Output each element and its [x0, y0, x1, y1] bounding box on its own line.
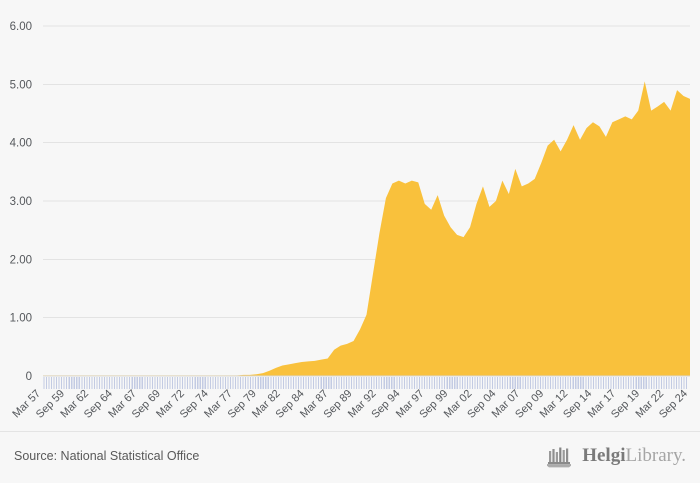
- chart-footer: Source: National Statistical Office Helg…: [0, 431, 700, 483]
- y-tick-label: 5.00: [10, 79, 32, 91]
- logo-wordmark: HelgiLibrary.: [582, 445, 686, 467]
- library-building-icon: [547, 447, 572, 468]
- y-tick-label: 4.00: [10, 138, 32, 150]
- y-tick-label: 1.00: [10, 313, 32, 325]
- area-series: [43, 81, 690, 377]
- source-label: Source: National Statistical Office: [14, 449, 200, 463]
- logo-helgi-text: Helgi: [582, 445, 626, 466]
- area-fill: [43, 81, 690, 377]
- y-axis-labels: 0 1.00 2.00 3.00 4.00 5.00 6.00: [10, 21, 32, 383]
- y-tick-label: 2.00: [10, 254, 32, 266]
- y-tick-label: 3.00: [10, 196, 32, 208]
- logo-library-text: Library.: [625, 445, 687, 466]
- y-tick-label: 6.00: [10, 21, 32, 33]
- helgi-library-logo[interactable]: HelgiLibrary.: [546, 444, 686, 468]
- x-axis-minor-ticks: [43, 377, 688, 389]
- y-tick-label: 0: [26, 371, 32, 383]
